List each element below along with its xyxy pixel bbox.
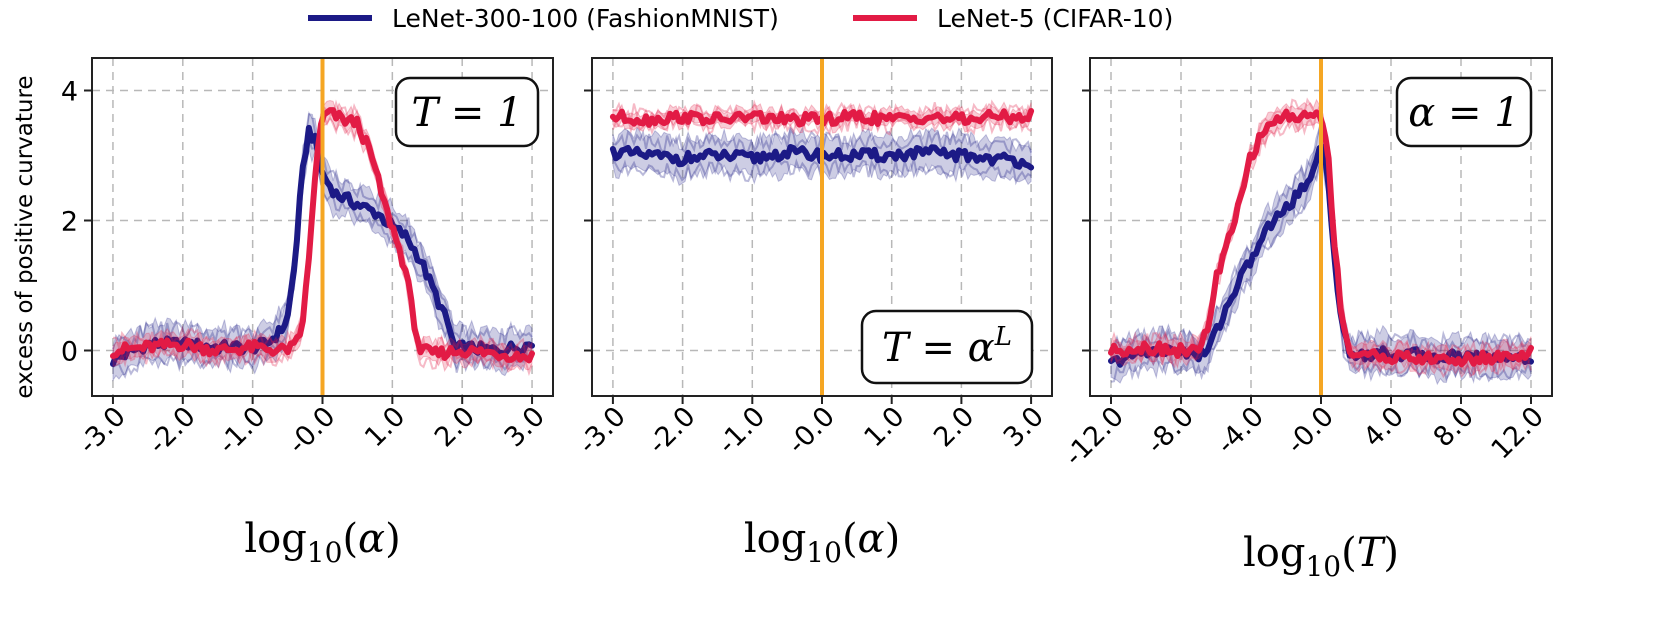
x-axis-label: log10(α): [244, 516, 400, 569]
x-tick-label: 2.0: [928, 401, 980, 453]
x-tick-label: -0.0: [1281, 401, 1340, 460]
legend-label-lenet5: LeNet-5 (CIFAR-10): [937, 4, 1173, 33]
annotation-text: α = 1: [1408, 90, 1519, 136]
x-tick-label: 3.0: [998, 401, 1050, 453]
x-tick-label: 1.0: [858, 401, 910, 453]
x-tick-label: -0.0: [282, 401, 341, 460]
legend: LeNet-300-100 (FashionMNIST) LeNet-5 (CI…: [308, 4, 1173, 33]
y-axis-label: excess of positive curvature: [12, 75, 38, 398]
x-tick-label: -1.0: [212, 401, 271, 460]
annotation-text: T = αL: [882, 322, 1012, 371]
x-tick-label: -2.0: [642, 401, 701, 460]
y-tick-label: 4: [61, 77, 78, 108]
panel-1: 0 2 4 -3.0 -2.0 -1.0 -0.0 1.0 2.0 3.0 log10(α) T = …: [61, 57, 554, 569]
series-band-1: [1110, 124, 1532, 386]
legend-label-lenet300: LeNet-300-100 (FashionMNIST): [392, 4, 779, 33]
x-tick-label: -3.0: [73, 401, 132, 460]
x-tick-label: 3.0: [499, 401, 551, 453]
panel-3: -12.0 -8.0 -4.0 -0.0 4.0 8.0 12.0 log10(T) α = 1: [1059, 57, 1553, 583]
x-tick-label: -4.0: [1211, 401, 1270, 460]
x-tick-label: 8.0: [1428, 401, 1480, 453]
x-tick-label: 12.0: [1486, 401, 1550, 465]
x-tick-label: -12.0: [1059, 401, 1130, 472]
annotation-box: [860, 309, 1034, 385]
x-tick-label: -0.0: [782, 401, 841, 460]
x-tick-label: -8.0: [1141, 401, 1200, 460]
x-tick-label: -2.0: [143, 401, 202, 460]
y-tick-label: 2: [61, 207, 78, 238]
x-tick-label: 4.0: [1358, 401, 1410, 453]
annotation-text: T = 1: [411, 90, 522, 136]
x-tick-label: 1.0: [359, 401, 411, 453]
annotation-box: [1395, 76, 1533, 148]
x-tick-label: 2.0: [429, 401, 481, 453]
x-tick-label: -1.0: [712, 401, 771, 460]
x-tick-label: -3.0: [573, 401, 632, 460]
x-axis-label: log10(T): [1243, 530, 1399, 583]
annotation-box: [394, 76, 540, 148]
y-tick-label: 0: [61, 337, 78, 368]
panel-2: -3.0 -2.0 -1.0 -0.0 1.0 2.0 3.0 log10(α) T = αL: [573, 57, 1053, 569]
x-axis-label: log10(α): [744, 516, 900, 569]
